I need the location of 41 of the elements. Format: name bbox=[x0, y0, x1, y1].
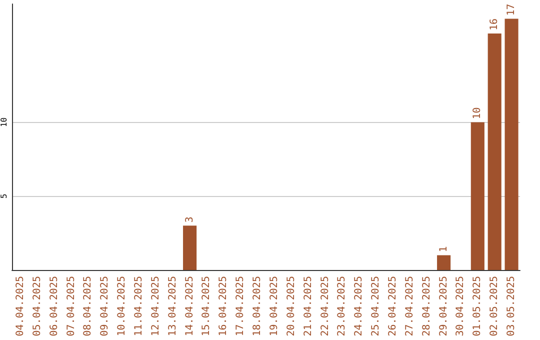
data-label: 3 bbox=[184, 216, 196, 223]
x-tick-label: 23.04.2025 bbox=[336, 276, 348, 336]
data-label: 10 bbox=[472, 107, 484, 120]
x-tick-label: 10.04.2025 bbox=[116, 276, 128, 336]
x-tick-label: 16.04.2025 bbox=[218, 276, 230, 336]
x-tick-label: 01.05.2025 bbox=[472, 276, 484, 336]
x-tick-label: 15.04.2025 bbox=[201, 276, 212, 336]
x-tick-label: 06.04.2025 bbox=[48, 276, 60, 336]
x-tick-label: 09.04.2025 bbox=[100, 276, 111, 336]
x-tick-label: 04.04.2025 bbox=[14, 276, 26, 336]
x-tick-label: 17.04.2025 bbox=[235, 276, 246, 336]
x-tick-label: 18.04.2025 bbox=[252, 276, 264, 336]
x-tick-label: 07.04.2025 bbox=[66, 276, 77, 336]
x-tick-label: 26.04.2025 bbox=[388, 276, 398, 336]
x-tick-label: 25.04.2025 bbox=[370, 276, 382, 336]
x-tick-label: 22.04.2025 bbox=[320, 276, 331, 336]
x-tick-label: 05.04.2025 bbox=[32, 276, 43, 336]
x-tick-label: 30.04.2025 bbox=[455, 276, 466, 336]
x-tick-label: 11.04.2025 bbox=[134, 276, 144, 336]
bar bbox=[437, 255, 451, 270]
x-tick-label: 12.04.2025 bbox=[150, 276, 162, 336]
x-tick-label: 29.04.2025 bbox=[438, 276, 450, 336]
bar bbox=[470, 122, 484, 270]
y-tick-label: 5 bbox=[0, 194, 8, 199]
x-tick-label: 08.04.2025 bbox=[82, 276, 94, 336]
x-tick-label: 19.04.2025 bbox=[268, 276, 280, 336]
bar bbox=[488, 34, 502, 270]
x-tick-label: 27.04.2025 bbox=[404, 276, 416, 336]
data-label: 17 bbox=[506, 4, 518, 16]
x-tick-label: 13.04.2025 bbox=[167, 276, 178, 336]
x-tick-label: 02.05.2025 bbox=[489, 276, 500, 336]
x-tick-label: 21.04.2025 bbox=[302, 276, 314, 336]
data-label: 1 bbox=[438, 246, 450, 252]
x-tick-label: 24.04.2025 bbox=[354, 276, 365, 336]
data-label: 16 bbox=[489, 18, 500, 31]
x-tick-label: 20.04.2025 bbox=[286, 276, 297, 336]
x-tick-label: 14.04.2025 bbox=[184, 276, 196, 336]
x-tick-label: 03.05.2025 bbox=[506, 276, 518, 336]
bar bbox=[183, 226, 197, 270]
x-tick-label: 28.04.2025 bbox=[421, 276, 432, 336]
bar bbox=[504, 18, 518, 270]
